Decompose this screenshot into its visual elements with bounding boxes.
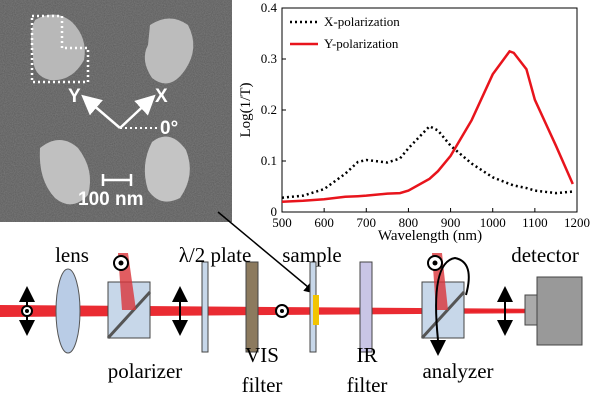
x-tick-label: 1100	[522, 215, 548, 230]
y-axis-title: Log(1/T)	[238, 83, 254, 138]
setup-label: filter	[242, 373, 283, 397]
angle-label: 0°	[160, 118, 178, 139]
y-tick-label: 0	[271, 204, 278, 219]
y-tick-label: 0.3	[261, 51, 277, 66]
setup-label: sample	[282, 243, 341, 267]
setup-label: lens	[55, 243, 89, 267]
setup-label: polarizer	[108, 359, 183, 383]
y-tick-label: 0.1	[261, 153, 277, 168]
x-axis-label: X	[155, 86, 168, 107]
setup-label: analyzer	[422, 359, 493, 383]
x-tick-label: 900	[441, 215, 461, 230]
x-tick-label: 600	[314, 215, 334, 230]
x-tick-label: 1200	[564, 215, 590, 230]
page: Y X 0° 100 nm Wavelength (nm) Log(1/T) 5…	[0, 0, 592, 404]
setup-label: λ/2 plate	[179, 243, 252, 267]
setup-label: detector	[511, 243, 579, 267]
setup-label: filter	[347, 373, 388, 397]
x-tick-label: 700	[357, 215, 377, 230]
scale-bar-label: 100 nm	[78, 189, 143, 210]
sem-image: Y X 0° 100 nm	[0, 0, 232, 222]
setup-label: VIS	[245, 343, 279, 367]
x-tick-label: 800	[399, 215, 419, 230]
x-tick-label: 1000	[480, 215, 506, 230]
legend-label: X-polarization	[324, 14, 400, 29]
figure: Y X 0° 100 nm Wavelength (nm) Log(1/T) 5…	[0, 0, 592, 404]
y-tick-label: 0.4	[261, 0, 278, 15]
x-axis-title: Wavelength (nm)	[378, 228, 482, 244]
y-tick-label: 0.2	[261, 102, 277, 117]
y-axis-label: Y	[68, 86, 81, 107]
optical-setup	[0, 253, 582, 353]
legend-label: Y-polarization	[324, 36, 399, 51]
setup-label: IR	[357, 343, 378, 367]
